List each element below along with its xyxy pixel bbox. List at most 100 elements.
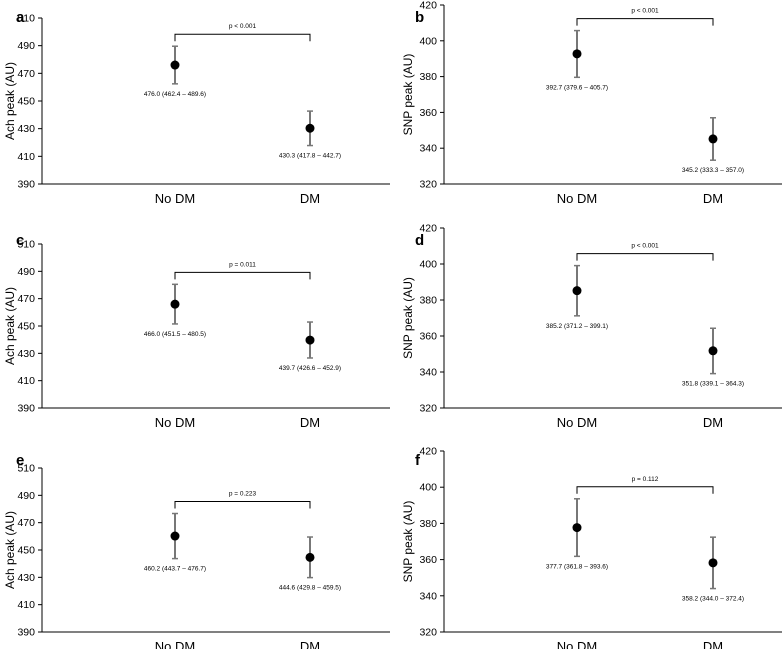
x-category-label: No DM [155, 191, 195, 206]
x-category-label: No DM [155, 639, 195, 649]
data-value-label: 444.6 (429.8 – 459.5) [279, 585, 341, 592]
panel-label: e [16, 452, 24, 469]
data-point [708, 346, 718, 356]
data-point [170, 60, 180, 70]
significance-bracket [576, 253, 714, 261]
significance-bracket [174, 501, 311, 509]
y-tick-label: 390 [17, 403, 35, 415]
y-tick-label: 390 [17, 179, 35, 191]
panel-label: a [16, 9, 25, 26]
y-tick-label: 410 [17, 151, 35, 163]
y-tick-label: 420 [419, 446, 437, 458]
y-tick-label: 390 [17, 627, 35, 639]
y-tick-label: 490 [17, 490, 35, 502]
y-axis-title: SNP peak (AU) [401, 277, 415, 359]
y-tick-label: 320 [419, 179, 437, 191]
p-value-label: p = 0.112 [632, 476, 659, 483]
x-category-label: No DM [155, 415, 195, 430]
data-value-label: 377.7 (361.8 – 393.6) [546, 563, 608, 570]
data-value-label: 345.2 (333.3 – 357.0) [682, 167, 744, 174]
data-point [708, 134, 718, 144]
y-tick-label: 430 [17, 572, 35, 584]
panel-label: d [415, 232, 424, 249]
data-value-label: 466.0 (451.5 – 480.5) [144, 331, 206, 338]
x-category-label: DM [703, 415, 723, 430]
y-tick-label: 510 [17, 13, 35, 25]
significance-bracket [576, 18, 714, 26]
y-tick-label: 490 [17, 40, 35, 52]
data-value-label: 460.2 (443.7 – 476.7) [144, 566, 206, 573]
y-axis-title: SNP peak (AU) [401, 54, 415, 136]
data-point [305, 552, 315, 562]
y-tick-label: 470 [17, 293, 35, 305]
data-value-label: 358.2 (344.0 – 372.4) [682, 596, 744, 603]
x-category-label: DM [300, 639, 320, 649]
data-point [572, 49, 582, 59]
y-tick-label: 380 [419, 295, 437, 307]
panel-label: f [415, 452, 421, 469]
y-tick-label: 450 [17, 545, 35, 557]
y-tick-label: 410 [17, 375, 35, 387]
y-tick-label: 410 [17, 599, 35, 611]
data-point [305, 335, 315, 345]
data-value-label: 351.8 (339.1 – 364.3) [682, 381, 744, 388]
y-tick-label: 510 [17, 239, 35, 251]
y-tick-label: 380 [419, 71, 437, 83]
p-value-label: p < 0.001 [229, 23, 257, 30]
p-value-label: p < 0.001 [631, 243, 659, 250]
y-tick-label: 340 [419, 143, 437, 155]
x-category-label: No DM [557, 639, 597, 649]
data-value-label: 430.3 (417.8 – 442.7) [279, 153, 341, 160]
y-axis-title: Ach peak (AU) [3, 287, 17, 365]
y-tick-label: 360 [419, 554, 437, 566]
significance-bracket [576, 486, 714, 494]
y-tick-label: 380 [419, 518, 437, 530]
y-tick-label: 320 [419, 403, 437, 415]
x-category-label: DM [300, 191, 320, 206]
y-tick-label: 400 [419, 259, 437, 271]
y-tick-label: 360 [419, 107, 437, 119]
y-tick-label: 430 [17, 123, 35, 135]
y-tick-label: 340 [419, 367, 437, 379]
panel-label: c [16, 232, 24, 249]
y-tick-label: 470 [17, 68, 35, 80]
y-tick-label: 430 [17, 348, 35, 360]
y-tick-label: 360 [419, 331, 437, 343]
y-axis-title: SNP peak (AU) [401, 501, 415, 583]
data-point [170, 299, 180, 309]
y-tick-label: 400 [419, 35, 437, 47]
y-axis-title: Ach peak (AU) [3, 511, 17, 589]
y-tick-label: 340 [419, 590, 437, 602]
y-tick-label: 450 [17, 321, 35, 333]
data-point [572, 523, 582, 533]
x-category-label: DM [300, 415, 320, 430]
data-point [305, 123, 315, 133]
y-axis-title: Ach peak (AU) [3, 62, 17, 140]
y-tick-label: 320 [419, 627, 437, 639]
y-tick-label: 470 [17, 517, 35, 529]
data-value-label: 385.2 (371.2 – 399.1) [546, 323, 608, 330]
significance-bracket [174, 271, 311, 280]
y-tick-label: 420 [419, 0, 437, 12]
panel-label: b [415, 9, 424, 26]
data-point [572, 286, 582, 296]
x-category-label: No DM [557, 415, 597, 430]
y-tick-label: 420 [419, 223, 437, 235]
p-value-label: p < 0.001 [631, 8, 659, 15]
data-value-label: 476.0 (462.4 – 489.6) [144, 91, 206, 98]
x-category-label: DM [703, 639, 723, 649]
data-value-label: 439.7 (426.6 – 452.9) [279, 365, 341, 372]
p-value-label: p = 0.223 [229, 491, 257, 498]
significance-bracket [174, 33, 311, 42]
x-category-label: DM [703, 191, 723, 206]
y-tick-label: 450 [17, 96, 35, 108]
y-tick-label: 400 [419, 482, 437, 494]
x-category-label: No DM [557, 191, 597, 206]
y-tick-label: 490 [17, 266, 35, 278]
data-value-label: 392.7 (379.6 – 405.7) [546, 84, 608, 91]
p-value-label: p = 0.011 [229, 261, 256, 268]
data-point [708, 558, 718, 568]
y-tick-label: 510 [17, 463, 35, 475]
